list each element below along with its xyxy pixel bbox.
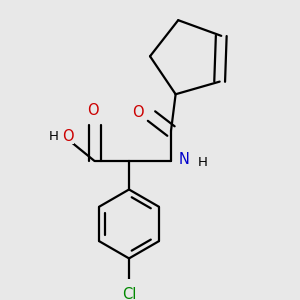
Text: H: H (49, 130, 59, 142)
Text: N: N (179, 152, 190, 167)
Text: O: O (87, 103, 99, 118)
Text: H: H (198, 156, 208, 169)
Text: O: O (132, 105, 144, 120)
Text: O: O (62, 129, 74, 144)
Text: Cl: Cl (122, 287, 136, 300)
